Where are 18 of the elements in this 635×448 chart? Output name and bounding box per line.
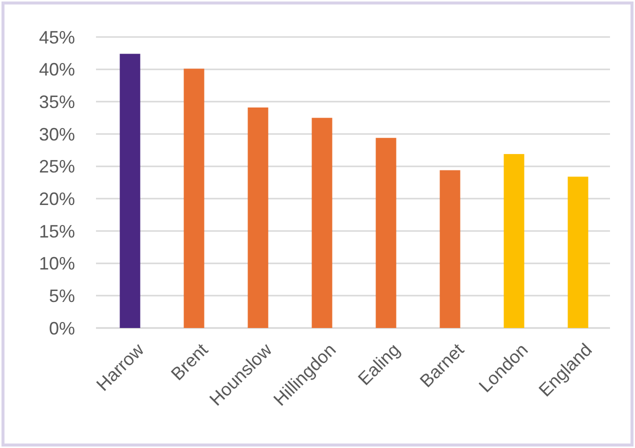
y-tick-label: 0%	[48, 318, 75, 338]
y-tick-label: 40%	[38, 60, 75, 80]
bar	[568, 176, 588, 328]
y-tick-label: 35%	[38, 92, 75, 112]
bar	[248, 107, 268, 328]
y-tick-label: 20%	[38, 188, 75, 209]
y-tick-label: 30%	[38, 124, 75, 144]
y-tick-label: 45%	[38, 27, 75, 48]
bar	[440, 170, 460, 328]
y-tick-label: 15%	[38, 221, 75, 242]
bar	[184, 68, 204, 328]
y-tick-label: 10%	[38, 254, 75, 274]
bar	[120, 54, 140, 328]
y-tick-label: 5%	[48, 286, 75, 306]
bar	[504, 154, 524, 328]
y-tick-label: 25%	[38, 156, 75, 177]
bar	[312, 118, 332, 328]
bar	[376, 138, 396, 328]
